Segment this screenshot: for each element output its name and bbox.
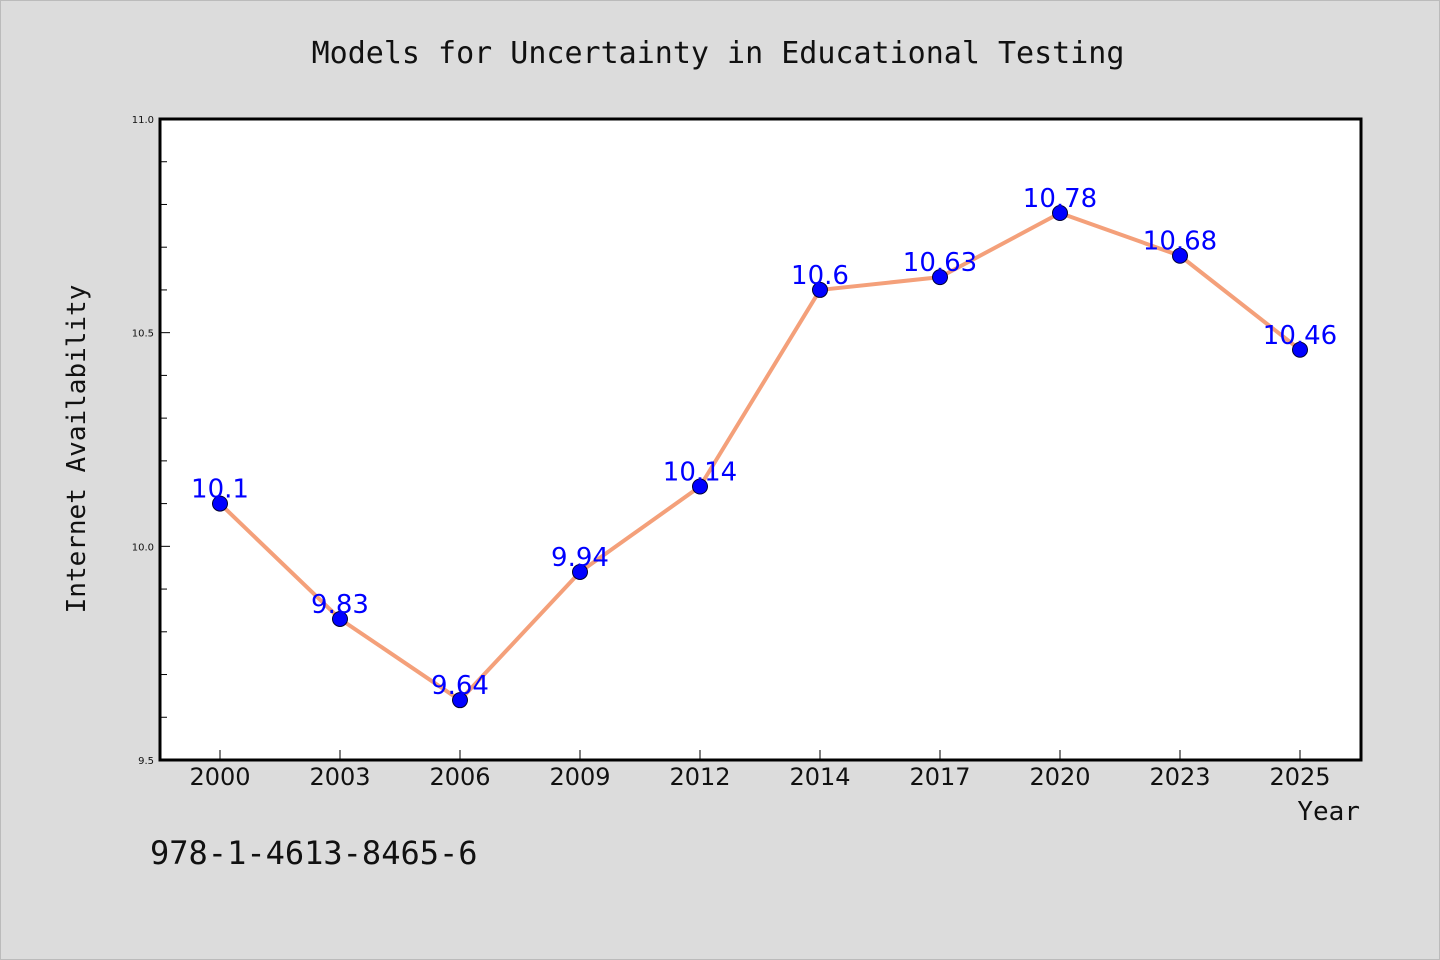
- footer-code: 978-1-4613-8465-6: [150, 834, 478, 872]
- data-point: [332, 610, 348, 627]
- data-point: [932, 269, 948, 286]
- y-tick-label: 11.0: [132, 115, 154, 126]
- data-label-layer: 10.1 9.83 9.64 9.94 10.14 10.6 10.63 10.78 10.68…: [191, 184, 1337, 701]
- data-label: 9.94: [551, 543, 609, 573]
- data-label: 10.63: [903, 248, 977, 278]
- series-line: [218, 211, 1302, 703]
- data-point: [1052, 205, 1068, 222]
- data-point: [452, 692, 468, 709]
- x-tick-label: 2009: [549, 763, 610, 791]
- plot-frame: [158, 117, 1363, 762]
- plot-area: [160, 119, 1361, 760]
- x-axis-ticks: 2000 2003 2006 2009 2012 2014 2017 2020 2023 2025: [189, 750, 1331, 791]
- x-tick-label: 2017: [909, 763, 970, 791]
- x-axis-title: Year: [1297, 797, 1360, 827]
- y-tick-label: 10.0: [132, 542, 154, 553]
- x-tick-label: 2023: [1149, 763, 1210, 791]
- marker-layer: [212, 205, 1308, 709]
- data-label: 9.83: [311, 590, 369, 620]
- data-label: 10.1: [191, 475, 249, 505]
- data-point: [1292, 341, 1308, 358]
- x-tick-label: 2020: [1029, 763, 1090, 791]
- x-tick-label: 2012: [669, 763, 730, 791]
- data-label: 10.6: [791, 261, 849, 291]
- data-label: 10.46: [1263, 321, 1337, 351]
- data-label: 10.14: [663, 458, 737, 488]
- data-label: 10.68: [1143, 227, 1217, 257]
- y-tick-label: 9.5: [138, 756, 154, 767]
- data-point: [1172, 247, 1188, 264]
- x-tick-label: 2000: [189, 763, 250, 791]
- data-label: 9.64: [431, 671, 489, 701]
- data-point: [572, 563, 588, 580]
- y-axis-title: Internet Availability: [62, 285, 92, 614]
- data-point: [212, 495, 228, 512]
- x-tick-label: 2014: [789, 763, 850, 791]
- data-point: [692, 478, 708, 495]
- data-label: 10.78: [1023, 184, 1097, 214]
- chart-title: Models for Uncertainty in Educational Te…: [312, 36, 1125, 71]
- x-tick-label: 2003: [309, 763, 370, 791]
- series-layer: [218, 211, 1302, 703]
- data-point: [812, 281, 828, 298]
- y-tick-label: 10.5: [132, 329, 154, 340]
- x-tick-label: 2006: [429, 763, 490, 791]
- x-tick-label: 2025: [1269, 763, 1330, 791]
